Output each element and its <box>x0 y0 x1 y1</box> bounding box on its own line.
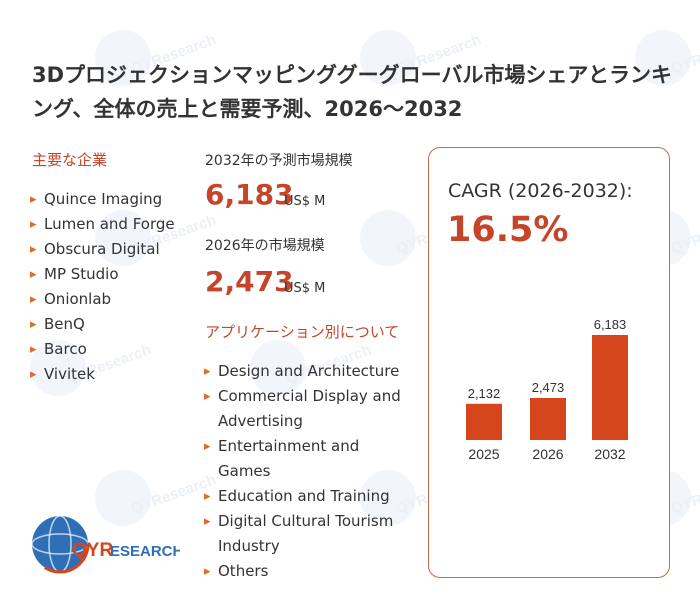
company-item: Vivitek <box>30 362 205 387</box>
watermark-logo: QYResearch <box>360 30 483 86</box>
chart-value-label: 6,183 <box>594 317 627 332</box>
application-item: Digital Cultural Tourism Industry <box>204 509 414 559</box>
company-item: Onionlab <box>30 287 205 312</box>
chart-value-label: 2,473 <box>532 380 565 395</box>
market-2032-value: 6,183 <box>205 178 294 211</box>
application-list: Design and Architecture Commercial Displ… <box>204 359 414 584</box>
company-item: MP Studio <box>30 262 205 287</box>
chart-bar-2026 <box>530 398 566 440</box>
company-item: BenQ <box>30 312 205 337</box>
application-item: Design and Architecture <box>204 359 414 384</box>
market-2032-unit: US$ M <box>284 194 326 209</box>
chart-category-label: 2026 <box>532 446 563 462</box>
watermark-text: QYResearch <box>668 471 700 518</box>
chart-bar-2025 <box>466 403 502 440</box>
watermark-logo: QYResearch <box>95 470 218 526</box>
company-item: Lumen and Forge <box>30 212 205 237</box>
chart-category-label: 2032 <box>594 446 625 462</box>
chart-bar-2032 <box>592 335 628 440</box>
watermark-text: QYResearch <box>668 211 700 258</box>
cagr-card <box>428 147 670 578</box>
company-list: Quince Imaging Lumen and Forge Obscura D… <box>30 187 205 387</box>
logo-text-research: ESEARCH <box>110 543 180 560</box>
market-2026-value: 2,473 <box>205 265 294 298</box>
applications-heading: アプリケーション別について <box>205 323 400 341</box>
application-item: Commercial Display and Advertising <box>204 384 414 434</box>
cagr-value: 16.5% <box>447 210 569 250</box>
qyresearch-logo: QYR ESEARCH <box>30 512 183 580</box>
chart-category-label: 2025 <box>468 446 499 462</box>
company-item: Quince Imaging <box>30 187 205 212</box>
watermark-logo: QYResearch <box>95 30 218 86</box>
watermark-text: QYResearch <box>668 31 700 78</box>
logo-globe-icon: QYR ESEARCH <box>30 514 183 574</box>
watermark-logo: QYResearch <box>360 210 483 266</box>
market-2026-label: 2026年の市場規模 <box>205 238 325 254</box>
cagr-label: CAGR (2026-2032): <box>448 180 633 202</box>
watermark-logo: QYResearch <box>635 30 700 86</box>
company-item: Obscura Digital <box>30 237 205 262</box>
company-item: Barco <box>30 337 205 362</box>
chart-value-label: 2,132 <box>468 386 501 401</box>
market-2026-unit: US$ M <box>284 281 326 296</box>
application-item: Entertainment and Games <box>204 434 414 484</box>
application-item: Others <box>204 559 414 584</box>
market-bar-chart: 2,132 2025 2,473 2026 6,183 2032 <box>466 317 628 462</box>
page-title: 3Dプロジェクションマッピンググーグローバル市場シェアとランキング、全体の売上と… <box>32 63 672 121</box>
market-2032-label: 2032年の予測市場規模 <box>205 153 353 169</box>
key-companies-heading: 主要な企業 <box>32 151 108 169</box>
logo-text-qyr: QYR <box>72 540 113 561</box>
application-item: Education and Training <box>204 484 414 509</box>
